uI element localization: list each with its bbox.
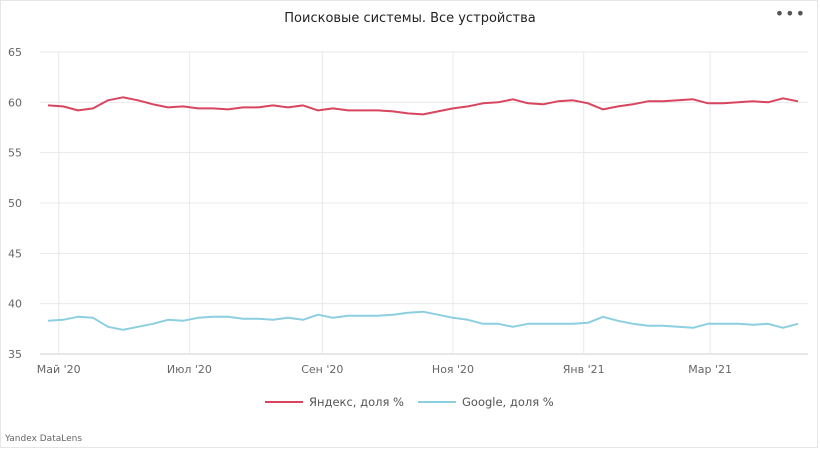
y-tick-label: 60 [8, 96, 22, 109]
more-dots-icon[interactable]: ••• [774, 4, 806, 23]
chart-title: Поисковые системы. Все устройства [284, 11, 536, 26]
y-tick-label: 50 [8, 197, 22, 210]
series-line-1 [47, 310, 799, 331]
legend-label-0: Яндекс, доля % [309, 395, 404, 409]
y-tick-label: 65 [8, 46, 22, 59]
y-tick-label: 40 [8, 298, 22, 311]
x-tick-label: Янв '21 [563, 363, 605, 376]
x-tick-label: Июл '20 [167, 363, 212, 376]
y-tick-label: 35 [8, 348, 22, 361]
y-tick-label: 55 [8, 147, 22, 160]
x-tick-label: Май '20 [37, 363, 81, 376]
legend-label-1: Google, доля % [462, 395, 554, 409]
x-tick-label: Ноя '20 [432, 363, 474, 376]
x-tick-label: Сен '20 [301, 363, 343, 376]
x-tick-label: Мар '21 [688, 363, 732, 376]
y-tick-label: 45 [8, 247, 22, 260]
datalens-brand: Yandex DataLens [5, 434, 83, 444]
series-line-0 [47, 96, 799, 116]
